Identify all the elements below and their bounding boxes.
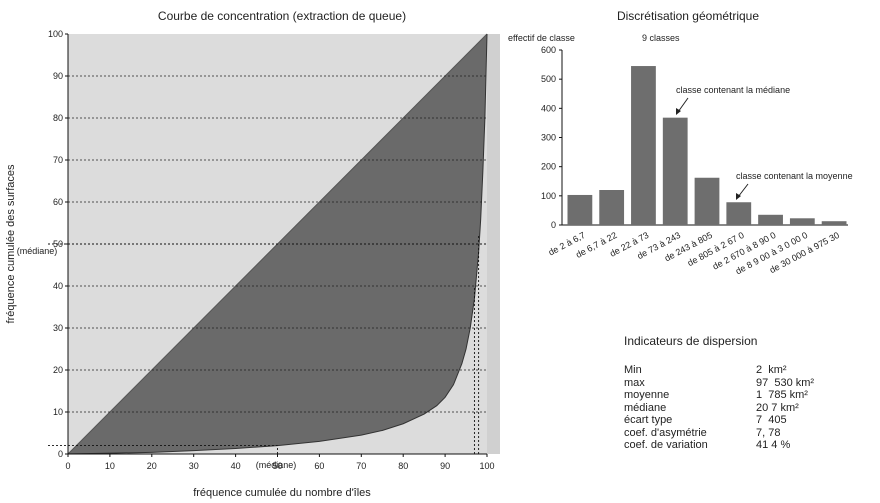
indicator-value: 41 4 % xyxy=(756,439,791,451)
y-tick-label-50: 50 xyxy=(53,239,63,249)
y-tick-label-30: 30 xyxy=(53,323,63,333)
lorenz-median-x-label: (médiane) xyxy=(256,460,297,470)
bar-2 xyxy=(599,190,625,225)
x-tick-label-20: 20 xyxy=(147,461,157,471)
h-y-tick-label-600: 600 xyxy=(541,45,556,55)
indicator-value: 7 405 xyxy=(756,414,787,426)
h-y-tick-label-100: 100 xyxy=(541,191,556,201)
indicator-label: médiane xyxy=(624,401,667,414)
x-tick-label-60: 60 xyxy=(314,461,324,471)
bar-9 xyxy=(821,221,847,225)
x-tick-label-90: 90 xyxy=(440,461,450,471)
lorenz-reference-lines xyxy=(48,235,487,454)
bar-5 xyxy=(694,177,720,225)
annotation-median-arrowhead xyxy=(676,108,681,115)
histogram-annotations: classe contenant la médiane classe conte… xyxy=(676,85,853,200)
indicator-row: coef. de variation 41 4 % xyxy=(624,439,874,452)
annotation-mean-arrow xyxy=(737,183,749,198)
indicator-value: 7, 78 xyxy=(756,426,781,439)
h-y-tick-label-500: 500 xyxy=(541,74,556,84)
x-tick-label-70: 70 xyxy=(356,461,366,471)
h-y-tick-label-300: 300 xyxy=(541,133,556,143)
annotation-median-arrow xyxy=(677,97,689,113)
dispersion-indicators: Indicateurs de dispersion Min 2 km² max 97 … xyxy=(624,334,874,452)
y-tick-label-40: 40 xyxy=(53,281,63,291)
lorenz-y-ticks: 0 10 20 30 40 50 60 70 80 90 100 xyxy=(48,29,68,459)
indicator-label: coef. de variation xyxy=(624,439,708,451)
indicator-row: écart type 7 405 xyxy=(624,414,874,427)
y-tick-label-90: 90 xyxy=(53,71,63,81)
x-tick-label-80: 80 xyxy=(398,461,408,471)
bar-1 xyxy=(567,194,593,225)
indicator-row: Min 2 km² xyxy=(624,364,874,377)
concentration-curve xyxy=(67,33,488,455)
lorenz-margin-band xyxy=(487,34,500,454)
annotation-median: classe contenant la médiane xyxy=(676,85,790,95)
bar-7 xyxy=(758,214,783,225)
indicators-title: Indicateurs de dispersion xyxy=(624,334,758,348)
lorenz-y-axis-label: fréquence cumulée des surfaces xyxy=(5,164,17,323)
lorenz-median-y-label: (médiane) xyxy=(17,246,58,256)
annotation-mean: classe contenant la moyenne xyxy=(736,171,853,181)
h-y-tick-label-200: 200 xyxy=(541,162,556,172)
indicator-label: moyenne xyxy=(624,389,670,401)
y-tick-label-60: 60 xyxy=(53,197,63,207)
y-tick-label-0: 0 xyxy=(58,449,63,459)
y-tick-label-80: 80 xyxy=(53,113,63,123)
bar-3 xyxy=(631,66,656,226)
indicator-value: 97 530 km² xyxy=(756,376,815,389)
indicator-value: 1 785 km² xyxy=(756,389,808,401)
indicator-row: coef. d'asymétrie 7, 78 xyxy=(624,427,874,440)
x-tick-label-10: 10 xyxy=(105,461,115,471)
indicator-label: Min xyxy=(624,364,642,376)
bar-8 xyxy=(789,218,815,225)
y-tick-label-10: 10 xyxy=(53,407,63,417)
x-tick-label-100: 100 xyxy=(479,461,494,471)
bar-4 xyxy=(662,117,688,225)
bar-6 xyxy=(726,202,752,225)
y-tick-label-100: 100 xyxy=(48,29,63,39)
y-tick-label-20: 20 xyxy=(53,365,63,375)
histogram-bars xyxy=(567,66,847,226)
indicator-label: max xyxy=(624,376,645,389)
indicator-row: moyenne 1 785 km² xyxy=(624,389,874,402)
indicator-label: écart type xyxy=(624,414,673,426)
x-tick-label-40: 40 xyxy=(231,461,241,471)
histogram-y-axis-label: effectif de classe xyxy=(508,33,575,43)
indicator-value: 2 km² xyxy=(756,364,787,376)
indicator-row: max 97 530 km² xyxy=(624,377,874,390)
lorenz-title: Courbe de concentration (extraction de q… xyxy=(158,9,406,23)
x-tick-label-50: 50 xyxy=(272,461,282,471)
lorenz-chart: Courbe de concentration (extraction de q… xyxy=(5,9,500,499)
x-tick-label-0: 0 xyxy=(65,461,70,471)
h-y-tick-label-0: 0 xyxy=(551,220,556,230)
lorenz-x-ticks: 0 10 20 30 40 50 60 70 80 90 100 xyxy=(65,454,495,471)
x-tick-label-30: 30 xyxy=(189,461,199,471)
annotation-mean-arrowhead xyxy=(736,193,741,200)
indicator-row: médiane 20 7 km² xyxy=(624,402,874,415)
histogram-chart: Discrétisation géométrique effectif de c… xyxy=(508,9,853,276)
indicator-value: 20 7 km² xyxy=(756,401,799,414)
y-tick-label-70: 70 xyxy=(53,155,63,165)
histogram-title: Discrétisation géométrique xyxy=(617,9,759,23)
indicators-table: Min 2 km² max 97 530 km² moyenne 1 785 km² méd… xyxy=(624,364,874,452)
indicator-label: coef. d'asymétrie xyxy=(624,426,707,439)
lorenz-x-axis-label: fréquence cumulée du nombre d'îles xyxy=(193,487,371,499)
histogram-classes-label: 9 classes xyxy=(642,33,680,43)
h-y-tick-label-400: 400 xyxy=(541,103,556,113)
histogram-y-ticks: 0 100 200 300 400 500 600 xyxy=(541,45,562,230)
